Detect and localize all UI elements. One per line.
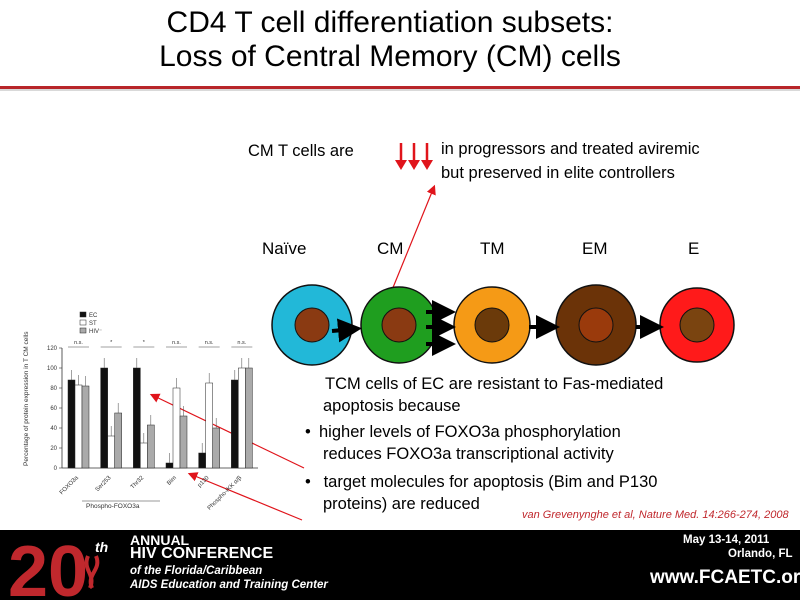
chart-category-label: Phospho-IKK α/β [207, 475, 244, 512]
chart-y-tick-label: 80 [50, 386, 57, 392]
chart-bar [179, 415, 188, 469]
conference-logo: 20 th [8, 532, 108, 600]
logo-number: 20 [8, 532, 88, 600]
chart-y-tick-label: 100 [47, 366, 58, 372]
footer-website[interactable]: www.FCAETC.org [650, 567, 800, 588]
chart-bar [107, 435, 115, 469]
chart-category-label: Thr32 [130, 475, 146, 491]
chart-bar [245, 367, 253, 469]
chart-y-tick-label: 20 [50, 446, 57, 452]
chart-category-label: Ser253 [95, 475, 113, 493]
chart-bar [67, 379, 76, 469]
differentiation-arrows [331, 300, 664, 356]
chart-significance-label: * [143, 340, 146, 346]
chart-category-label: Bim [166, 475, 178, 487]
chart-significance-label: n.s. [205, 340, 214, 346]
ribbon-icon [84, 555, 100, 589]
footer-line-3: of the Florida/Caribbean [130, 565, 263, 577]
down-arrow-icon [395, 143, 407, 170]
chart-y-tick-label: 40 [50, 426, 57, 432]
title-line-1: CD4 T cell differentiation subsets: [166, 6, 614, 39]
bullet-2-line-1: target molecules for apoptosis (Bim and … [319, 473, 658, 491]
chart-bar [205, 382, 213, 469]
chart-bar [114, 412, 122, 469]
bullet-1-line-1: higher levels of FOXO3a phosphorylation [319, 423, 621, 441]
chart-legend-swatch [79, 311, 87, 318]
chart-bar [133, 367, 141, 469]
cell-e [659, 287, 735, 363]
stage-label-cm: CM [377, 239, 404, 258]
chart-legend-label: EC [89, 313, 98, 319]
chart-y-axis-label: Percentage of protein expression in T CM… [23, 331, 30, 466]
mechanism-text: TCM cells of EC are resistant to Fas-med… [305, 373, 785, 515]
chart-bar [212, 427, 220, 469]
footer-line-2: HIV CONFERENCE [130, 545, 274, 562]
footer-dates: May 13-14, 2011 [683, 534, 770, 546]
chart-legend-swatch [79, 319, 87, 326]
page-title: CD4 T cell differentiation subsets: Loss… [0, 6, 780, 74]
down-arrow-icon [408, 143, 420, 170]
chart-significance-label: * [110, 340, 113, 346]
chart-category-label: p130 [197, 475, 211, 489]
stage-label-tm: TM [480, 239, 505, 258]
chart-bar [231, 379, 239, 469]
footer-line-1: ANNUAL [130, 532, 190, 548]
chart-group-label: Phospho-FOXO3a [86, 503, 140, 510]
footer-banner: 20 th ANNUAL HIV CONFERENCE of the Flori… [0, 530, 800, 600]
bullet-1-line-2: reduces FOXO3a transcriptional activity [323, 445, 614, 463]
pointer-arrow-bim [187, 472, 303, 521]
statement-line-1: in progressors and treated aviremic [441, 140, 700, 158]
stage-label-naive: Naïve [262, 239, 307, 258]
down-arrow-icon [421, 143, 433, 170]
title-divider-shadow [0, 89, 800, 91]
footer-location: Orlando, FL [728, 548, 793, 560]
chart-legend-label: HIV⁻ [89, 329, 102, 335]
cell-naive [271, 284, 353, 366]
cell-tm [453, 286, 531, 364]
statement-line-2: but preserved in elite controllers [441, 164, 675, 182]
chart-significance-label: n.s. [237, 340, 246, 346]
stage-label-e: E [688, 239, 700, 258]
chart-bar [172, 387, 181, 469]
logo-superscript: th [95, 539, 108, 555]
chart-bar [238, 367, 246, 469]
chart-bar [81, 385, 90, 469]
chart-bar [198, 452, 206, 469]
bullet-2: • target molecules for apoptosis (Bim an… [305, 473, 658, 491]
bar-chart: Percentage of protein expression in T CM… [23, 311, 258, 512]
title-divider [0, 86, 800, 89]
bullet-1: • higher levels of FOXO3a phosphorylation [305, 423, 621, 441]
citation: van Grevenynghe et al, Nature Med. 14:26… [522, 509, 789, 521]
bullet-2-line-2: proteins) are reduced [323, 495, 480, 513]
chart-significance-label: n.s. [172, 340, 181, 346]
title-line-2: Loss of Central Memory (CM) cells [159, 40, 621, 73]
chart-y-tick-label: 60 [50, 406, 57, 412]
chart-category-label: FOXO3a [59, 475, 80, 496]
intro-line-1: TCM cells of EC are resistant to Fas-med… [325, 375, 664, 393]
chart-legend-label: ST [89, 321, 97, 327]
chart-bar [100, 367, 108, 469]
chart-legend-swatch [79, 327, 87, 334]
intro-line-2: apoptosis because [323, 397, 461, 415]
chart-y-tick-label: 120 [47, 346, 58, 352]
stage-label-em: EM [582, 239, 608, 258]
chart-bar [74, 384, 83, 469]
pointer-arrow-cm [391, 184, 436, 291]
chart-bar [147, 424, 155, 469]
statement-prefix: CM T cells are [248, 142, 354, 160]
footer-line-4: AIDS Education and Training Center [130, 579, 328, 591]
chart-significance-label: n.s. [74, 340, 83, 346]
cell-cm [360, 286, 438, 364]
chart-y-tick-label: 0 [54, 466, 58, 472]
chart-bar [140, 442, 148, 469]
chart-bar [165, 462, 174, 469]
cell-em [555, 284, 637, 366]
